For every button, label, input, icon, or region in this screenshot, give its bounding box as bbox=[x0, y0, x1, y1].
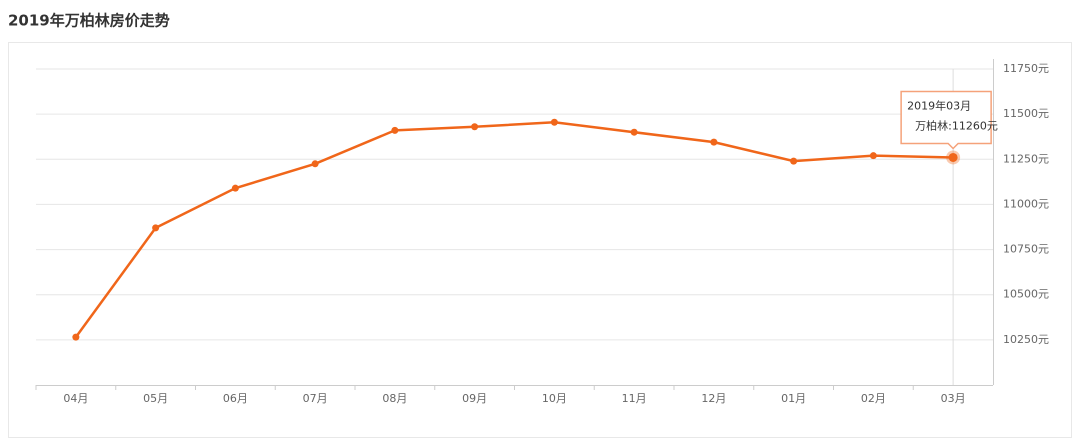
x-tick-label: 03月 bbox=[941, 392, 966, 405]
point bbox=[391, 126, 399, 134]
line bbox=[74, 121, 954, 338]
point bbox=[630, 128, 638, 136]
point bbox=[869, 152, 877, 160]
chart-frame bbox=[8, 42, 1072, 438]
y-tick-label: 11250元 bbox=[1003, 152, 1049, 165]
y-tick-label: 10250元 bbox=[1003, 333, 1049, 346]
x-tick-label: 10月 bbox=[542, 392, 567, 405]
point bbox=[231, 184, 239, 192]
point bbox=[72, 333, 80, 341]
point bbox=[311, 160, 319, 168]
tooltip-box bbox=[900, 90, 992, 150]
x-tick-label: 07月 bbox=[303, 392, 328, 405]
tooltip-title: 2019年03月 bbox=[907, 98, 971, 112]
point bbox=[710, 138, 718, 146]
x-tick-label: 11月 bbox=[622, 392, 647, 405]
point bbox=[948, 152, 958, 162]
y-tick-label: 10500元 bbox=[1003, 288, 1049, 301]
point bbox=[471, 123, 479, 131]
x-tick-label: 06月 bbox=[223, 392, 248, 405]
chart-title: 2019年万柏林房价走势 bbox=[8, 12, 170, 30]
x-tick-label: 09月 bbox=[462, 392, 487, 405]
y-tick-label: 11750元 bbox=[1003, 62, 1049, 75]
y-tick-label: 11500元 bbox=[1003, 107, 1049, 120]
tooltip-text: 万柏林:11260元 bbox=[915, 118, 998, 132]
y-tick-label: 10750元 bbox=[1003, 243, 1049, 256]
point bbox=[790, 157, 798, 165]
point bbox=[152, 224, 160, 232]
x-tick-label: 12月 bbox=[701, 392, 726, 405]
y-tick-label: 11000元 bbox=[1003, 197, 1049, 210]
x-tick-label: 02月 bbox=[861, 392, 886, 405]
point bbox=[550, 118, 558, 126]
x-tick-label: 04月 bbox=[63, 392, 88, 405]
x-tick-label: 05月 bbox=[143, 392, 168, 405]
x-tick-label: 01月 bbox=[781, 392, 806, 405]
x-tick-label: 08月 bbox=[382, 392, 407, 405]
